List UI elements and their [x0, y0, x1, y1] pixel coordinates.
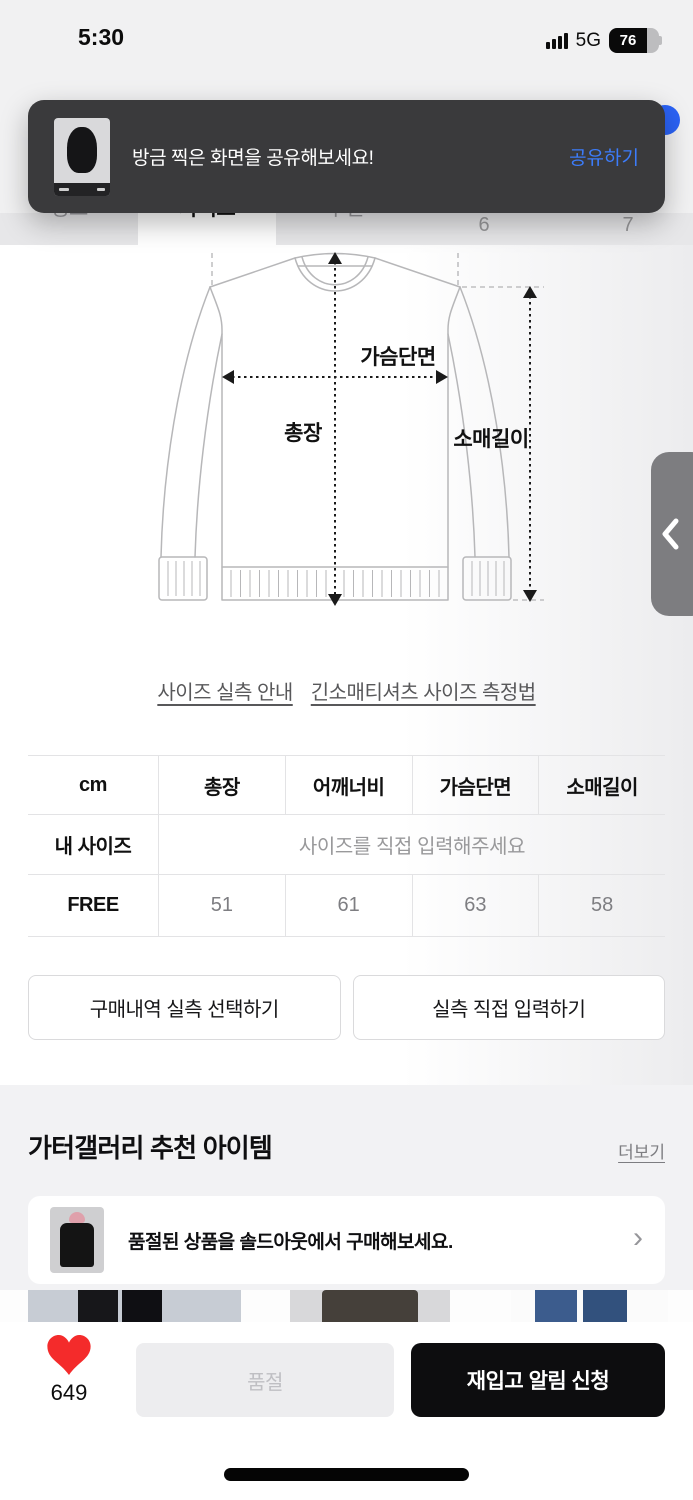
home-indicator[interactable] — [224, 1468, 469, 1481]
battery-percent-label: 76 — [609, 28, 647, 53]
my-size-row: 내 사이즈 사이즈를 직접 입력해주세요 — [28, 815, 665, 875]
size-guide-links: 사이즈 실측 안내 긴소매티셔츠 사이즈 측정법 — [0, 676, 693, 705]
product-card[interactable] — [28, 1290, 241, 1323]
thumbnail-jacket-shape — [60, 1223, 94, 1267]
size-table: cm 총장 어깨너비 가슴단면 소매길이 내 사이즈 사이즈를 직접 입력해주세… — [28, 755, 665, 937]
free-sleeve-value: 58 — [538, 875, 665, 936]
soldout-button: 품절 — [136, 1343, 394, 1417]
banner-product-thumbnail — [50, 1207, 104, 1273]
free-size-label: FREE — [67, 894, 119, 916]
sweater-measurement-diagram: 가슴단면 총장 소매길이 — [158, 252, 544, 606]
thumbnail-detail — [59, 187, 69, 191]
tab-count-7[interactable]: 7 — [622, 214, 634, 236]
select-from-purchase-history-button[interactable]: 구매내역 실측 선택하기 — [28, 975, 341, 1040]
my-size-label: 내 사이즈 — [54, 836, 132, 858]
recommend-section-title: 가터갤러리 추천 아이템 — [28, 1133, 273, 1163]
thumbnail-detail — [97, 187, 105, 191]
network-type-label: 5G — [575, 29, 601, 51]
enter-measurements-button[interactable]: 실측 직접 입력하기 — [352, 975, 665, 1040]
like-heart-icon[interactable] — [47, 1335, 91, 1375]
battery-empty-segment — [647, 28, 659, 53]
screenshot-share-toast[interactable]: 방금 찍은 화면을 공유해보세요! 공유하기 — [28, 100, 665, 213]
free-chest-value: 63 — [411, 875, 539, 936]
column-header-sleeve: 소매길이 — [538, 756, 665, 814]
chest-width-label: 가슴단면 — [360, 346, 435, 369]
thumbnail-bottom-bar — [54, 182, 110, 196]
status-icons: 5G 76 — [545, 28, 659, 53]
chevron-left-icon — [662, 518, 679, 550]
soldout-alternative-banner[interactable]: 품절된 상품을 솔드아웃에서 구매해보세요. › — [28, 1196, 665, 1284]
unit-header-cell: cm — [79, 773, 107, 796]
free-length-value: 51 — [158, 875, 285, 936]
share-button[interactable]: 공유하기 — [569, 148, 639, 169]
measure-action-buttons: 구매내역 실측 선택하기 실측 직접 입력하기 — [28, 975, 665, 1040]
restock-alert-button[interactable]: 재입고 알림 신청 — [411, 1343, 665, 1417]
chevron-right-icon: › — [633, 1221, 643, 1254]
see-more-link[interactable]: 더보기 — [618, 1143, 665, 1162]
status-time: 5:30 — [78, 24, 125, 50]
product-card[interactable] — [511, 1290, 668, 1323]
free-size-row: FREE 51 61 63 58 — [28, 875, 665, 937]
size-table-header-row: cm 총장 어깨너비 가슴단면 소매길이 — [28, 755, 665, 815]
product-tab-bar — [0, 213, 693, 245]
thumbnail-product-shape — [67, 126, 97, 173]
my-size-input[interactable]: 사이즈를 직접 입력해주세요 — [158, 815, 665, 874]
like-count: 649 — [50, 1380, 88, 1405]
recommended-products-strip — [0, 1290, 693, 1323]
screenshot-thumbnail — [54, 117, 110, 196]
sleeve-length-label: 소매길이 — [453, 428, 528, 451]
soldout-banner-text: 품절된 상품을 솔드아웃에서 구매해보세요. — [128, 1231, 453, 1253]
tshirt-measure-method-link[interactable]: 긴소매티셔츠 사이즈 측정법 — [310, 682, 536, 704]
toast-message: 방금 찍은 화면을 공유해보세요! — [132, 148, 374, 169]
total-length-label: 총장 — [284, 422, 322, 445]
tab-size-active-background — [138, 213, 276, 246]
product-card[interactable] — [290, 1290, 450, 1323]
column-header-length: 총장 — [158, 756, 285, 814]
size-tab-content — [0, 245, 693, 1085]
thumbnail-beanie-shape — [69, 1212, 85, 1223]
bottom-purchase-bar: 649 품절 재입고 알림 신청 — [0, 1322, 693, 1500]
column-header-shoulder: 어깨너비 — [284, 756, 412, 814]
free-shoulder-value: 61 — [284, 875, 412, 936]
side-drawer-handle[interactable] — [651, 452, 693, 616]
battery-tip — [659, 36, 662, 45]
size-measure-guide-link[interactable]: 사이즈 실측 안내 — [157, 682, 293, 704]
column-header-chest: 가슴단면 — [411, 756, 539, 814]
tab-count-6[interactable]: 6 — [478, 214, 490, 236]
signal-strength-icon — [545, 32, 568, 49]
battery-icon: 76 — [609, 28, 659, 53]
